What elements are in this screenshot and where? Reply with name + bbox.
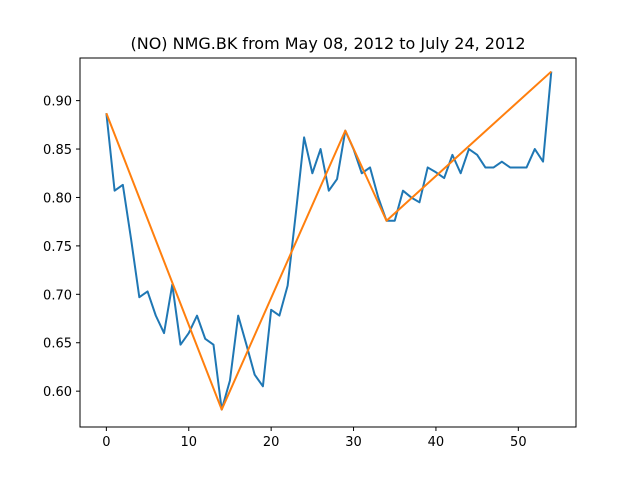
series-0-point: [154, 314, 157, 317]
series-0-point: [253, 373, 256, 376]
series-0-point: [286, 284, 289, 287]
series-0-point: [130, 238, 133, 241]
y-tick-label: 0.60: [43, 385, 72, 400]
x-tick-label: 30: [345, 435, 362, 450]
chart-title: (NO) NMG.BK from May 08, 2012 to July 24…: [130, 34, 525, 53]
series-0-point: [278, 314, 281, 317]
series-1-point: [344, 129, 347, 132]
series-0-point: [492, 166, 495, 169]
series-0-point: [261, 385, 264, 388]
series-0-point: [476, 153, 479, 156]
series-1-line: [105, 70, 552, 411]
series-0-point: [451, 153, 454, 156]
series-layer: [105, 70, 553, 411]
y-tick-label: 0.85: [43, 143, 72, 158]
series-1-point: [105, 112, 108, 115]
series-0-point: [294, 211, 297, 214]
series-0-point: [237, 314, 240, 317]
x-tick-label: 0: [102, 435, 110, 450]
series-0-point: [204, 337, 207, 340]
plot-frame: [79, 57, 577, 428]
series-0-point: [163, 332, 166, 335]
x-tick-label: 10: [180, 435, 197, 450]
series-0-point: [484, 166, 487, 169]
series-0-point: [369, 166, 372, 169]
series-0-point: [336, 178, 339, 181]
series-0-point: [319, 148, 322, 151]
series-0-point: [542, 160, 545, 163]
y-tick-label: 0.80: [43, 191, 72, 206]
x-tick-label: 40: [428, 435, 445, 450]
series-0: [105, 71, 553, 411]
series-0-point: [187, 332, 190, 335]
series-0-point: [311, 172, 314, 175]
series-0-point: [146, 290, 149, 293]
series-1-point: [385, 219, 388, 222]
series-1-point: [220, 408, 223, 411]
series-0-point: [393, 219, 396, 222]
y-tick-label: 0.65: [43, 337, 72, 352]
series-0-point: [360, 172, 363, 175]
series-0-point: [270, 308, 273, 311]
series-0-point: [443, 177, 446, 180]
series-0-point: [303, 136, 306, 139]
series-0-point: [327, 189, 330, 192]
series-0-point: [500, 160, 503, 163]
series-0-point: [138, 296, 141, 299]
series-0-point: [113, 189, 116, 192]
series-0-point: [525, 166, 528, 169]
series-0-point: [401, 189, 404, 192]
series-0-line: [105, 71, 553, 411]
series-0-point: [509, 166, 512, 169]
series-0-point: [459, 172, 462, 175]
series-1-point: [550, 70, 553, 73]
y-tick-label: 0.75: [43, 240, 72, 255]
series-0-point: [212, 343, 215, 346]
series-0-point: [228, 379, 231, 382]
series-1: [105, 70, 553, 411]
series-0-point: [517, 166, 520, 169]
series-0-point: [121, 183, 124, 186]
x-axis: 0 10 20 30 40 50: [102, 427, 527, 450]
series-0-point: [245, 343, 248, 346]
x-tick-label: 50: [510, 435, 527, 450]
x-tick-label: 20: [263, 435, 280, 450]
series-0-point: [533, 148, 536, 151]
y-tick-label: 0.90: [43, 95, 72, 110]
series-0-point: [196, 314, 199, 317]
y-tick-label: 0.70: [43, 288, 72, 303]
series-0-point: [434, 171, 437, 174]
series-0-point: [418, 201, 421, 204]
series-0-point: [426, 166, 429, 169]
y-axis: 0.60 0.65 0.70 0.75 0.80 0.85 0.90: [43, 95, 80, 400]
series-0-point: [179, 343, 182, 346]
